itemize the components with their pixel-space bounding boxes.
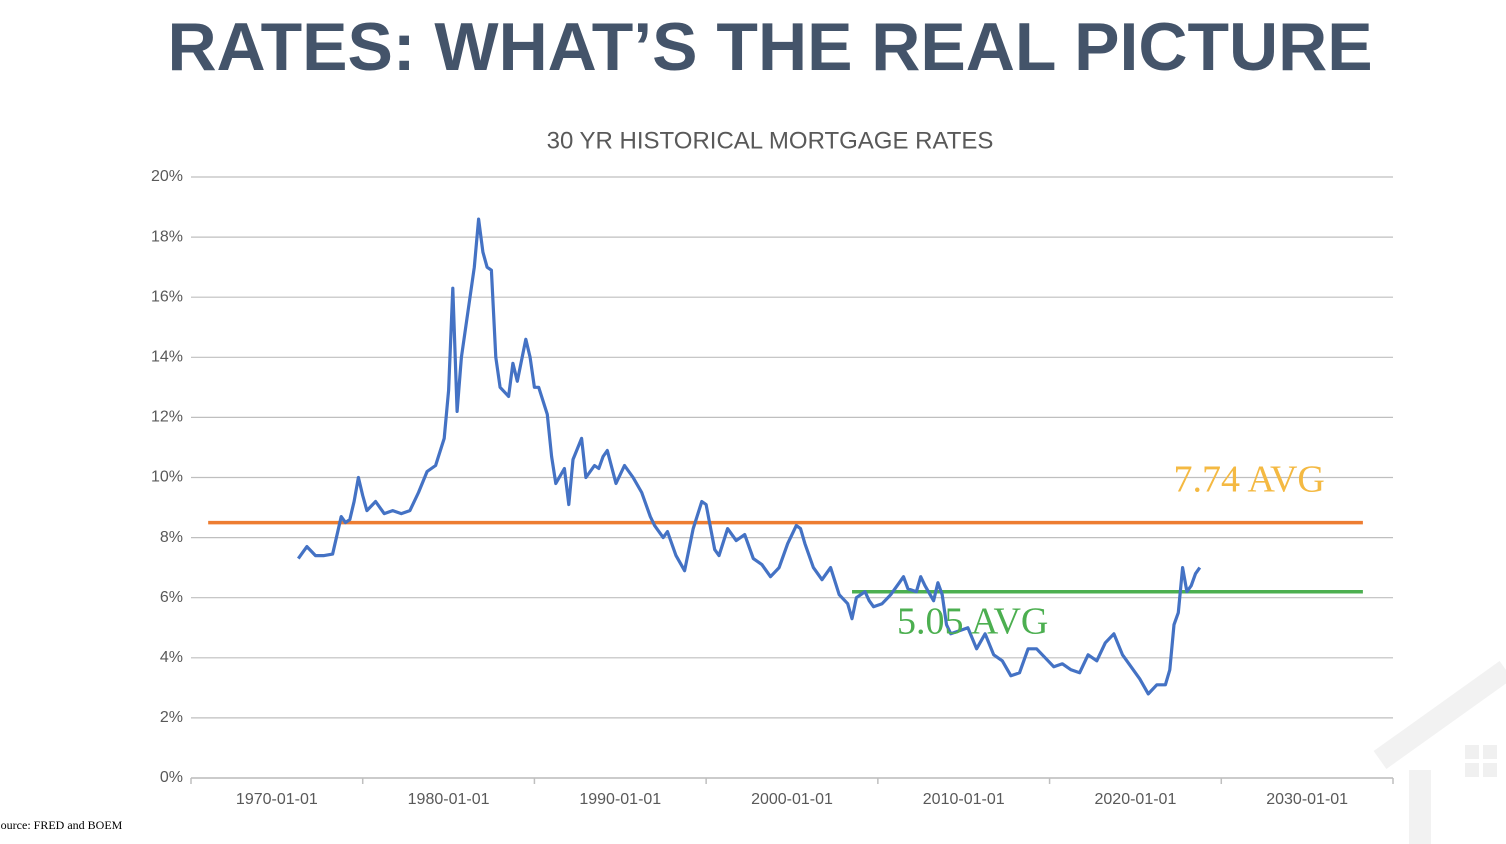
x-tick-label: 1970-01-01 <box>236 791 318 808</box>
reference-label: 5.05 AVG <box>897 600 1048 642</box>
x-tick-label: 2020-01-01 <box>1095 791 1177 808</box>
x-tick-label: 1990-01-01 <box>579 791 661 808</box>
chart-title: 30 YR HISTORICAL MORTGAGE RATES <box>547 127 994 154</box>
x-tick-label: 2010-01-01 <box>923 791 1005 808</box>
house-watermark <box>1373 661 1506 844</box>
y-tick-label: 0% <box>160 769 183 786</box>
x-tick-label: 2000-01-01 <box>751 791 833 808</box>
y-tick-label: 2% <box>160 709 183 726</box>
reference-label: 7.74 AVG <box>1174 458 1325 500</box>
y-tick-label: 12% <box>151 409 183 426</box>
rate-line <box>296 217 1202 696</box>
y-tick-label: 18% <box>151 228 183 245</box>
y-tick-label: 16% <box>151 288 183 305</box>
y-tick-label: 20% <box>151 168 183 185</box>
y-tick-label: 4% <box>160 649 183 666</box>
slide-title: RATES: WHAT’S THE REAL PICTURE <box>167 9 1372 85</box>
source-note: Source: FRED and BOEM <box>0 818 123 832</box>
y-tick-label: 10% <box>151 469 183 486</box>
y-tick-label: 8% <box>160 529 183 546</box>
x-tick-label: 2030-01-01 <box>1266 791 1348 808</box>
y-tick-label: 14% <box>151 349 183 366</box>
x-tick-label: 1980-01-01 <box>408 791 490 808</box>
window-watermark <box>1465 745 1497 777</box>
y-tick-label: 6% <box>160 589 183 606</box>
